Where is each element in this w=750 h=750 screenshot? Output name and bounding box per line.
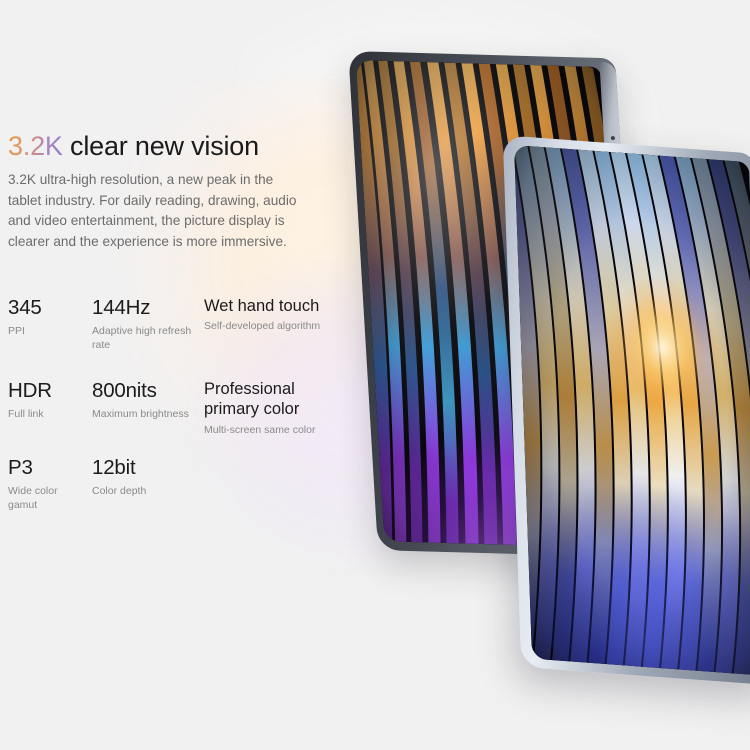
headline-gradient-text: 3.2K	[8, 131, 63, 161]
spec-item-hdr: HDR Full link	[8, 379, 86, 421]
front-tablet-body	[502, 135, 750, 686]
spec-item-ppi: 345 PPI	[8, 296, 86, 338]
spec-label: PPI	[8, 324, 25, 337]
rear-screen-gloss	[355, 60, 630, 549]
spec-label: Self-developed algorithm	[204, 320, 321, 333]
spec-item-refresh-rate: 144Hz Adaptive high refresh rate	[92, 296, 200, 352]
spec-item-color-gamut: P3 Wide color gamut	[8, 456, 86, 512]
spec-value: HDR	[8, 379, 52, 402]
spec-row: HDR Full link 800nits Maximum brightness…	[8, 379, 353, 456]
rear-tablet-screen	[355, 60, 630, 549]
spec-value: 12bit	[92, 456, 136, 479]
background-right-glow	[530, 120, 750, 540]
spec-row: 345 PPI 144Hz Adaptive high refresh rate…	[8, 296, 353, 379]
rear-tablet-camera-icon	[610, 136, 615, 141]
front-screen-vignette	[514, 144, 750, 676]
page-description: 3.2K ultra-high resolution, a new peak i…	[8, 172, 297, 250]
spec-value: Professional primary color	[204, 380, 300, 419]
front-screen-gloss	[514, 144, 750, 676]
front-tablet	[502, 135, 750, 686]
spec-value: P3	[8, 456, 33, 479]
spec-item-color-depth: 12bit Color depth	[92, 456, 200, 498]
page-title: 3.2K clear new vision	[8, 131, 348, 161]
rear-tablet-body	[348, 50, 645, 558]
rear-tablet-side-edge	[599, 61, 645, 554]
front-tablet-screen	[514, 144, 750, 676]
spec-label: Color depth	[92, 484, 147, 497]
spec-label: Adaptive high refresh rate	[92, 324, 192, 352]
spec-value: 800nits	[92, 379, 157, 402]
headline-rest-text: clear new vision	[62, 131, 259, 161]
spec-item-brightness: 800nits Maximum brightness	[92, 379, 200, 421]
rear-tablet	[348, 50, 645, 558]
front-wallpaper	[514, 144, 750, 676]
spec-label: Maximum brightness	[92, 407, 189, 420]
spec-item-wet-hand-touch: Wet hand touch Self-developed algorithm	[204, 296, 354, 334]
spec-value: 144Hz	[92, 296, 151, 319]
spec-item-primary-color: Professional primary color Multi-screen …	[204, 379, 354, 437]
copy-block: 3.2K clear new vision 3.2K ultra-high re…	[8, 131, 348, 253]
spec-label: Multi-screen same color	[204, 423, 316, 436]
rear-tablet-volume-button	[610, 165, 621, 201]
spec-value: 345	[8, 296, 42, 319]
spec-grid: 345 PPI 144Hz Adaptive high refresh rate…	[8, 296, 353, 526]
rear-wallpaper	[355, 60, 630, 549]
spec-row: P3 Wide color gamut 12bit Color depth	[8, 456, 353, 526]
spec-value: Wet hand touch	[204, 297, 320, 315]
spec-label: Full link	[8, 407, 44, 420]
spec-label: Wide color gamut	[8, 484, 58, 512]
rear-screen-vignette	[355, 60, 630, 549]
